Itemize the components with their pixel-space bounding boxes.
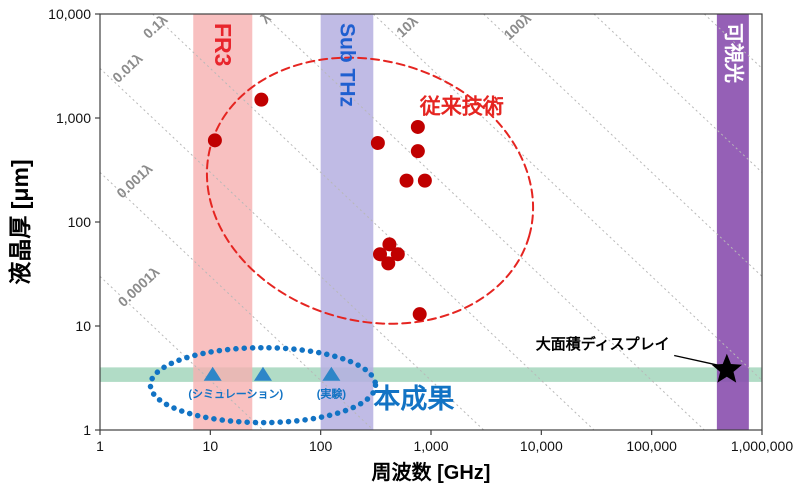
data-point-circle xyxy=(399,173,414,188)
band-Sub THz xyxy=(320,14,374,430)
data-point-circle xyxy=(382,237,397,252)
band-label-可視光: 可視光 xyxy=(722,23,746,83)
band-可視光 xyxy=(716,14,749,430)
y-tick-label: 10,000 xyxy=(48,6,91,22)
data-point-circle xyxy=(370,135,385,150)
data-point-circle xyxy=(410,119,425,134)
data-point-circle xyxy=(417,173,432,188)
guide-line-label: 0.1λ xyxy=(140,11,171,41)
x-tick-label: 1 xyxy=(96,438,104,454)
conventional-tech-ellipse xyxy=(205,56,535,325)
data-point-circle xyxy=(254,92,269,107)
data-point-circle xyxy=(373,247,388,262)
annotation: 従来技術 xyxy=(419,95,504,119)
annotation: (実験) xyxy=(317,387,347,401)
y-tick-label: 1,000 xyxy=(56,110,91,126)
guide-line xyxy=(262,13,705,431)
guide-line-label: 0.0001λ xyxy=(115,263,163,309)
guide-line xyxy=(703,13,763,69)
annotation: (シミュレーション) xyxy=(188,388,283,401)
x-axis-title: 周波数 [GHz] xyxy=(371,462,491,484)
y-tick-label: 100 xyxy=(68,214,92,230)
x-tick-label: 10 xyxy=(203,438,219,454)
annotation: 大面積ディスプレイ xyxy=(536,335,670,353)
x-tick-label: 100,000 xyxy=(626,438,677,454)
data-point-circle xyxy=(207,133,222,148)
band-label-Sub THz: Sub THz xyxy=(335,23,358,107)
y-axis-title: 液晶厚 [μm] xyxy=(7,159,33,285)
band-label-FR3: FR3 xyxy=(210,23,236,66)
guide-line xyxy=(152,13,595,431)
annotation: 本成果 xyxy=(373,384,454,414)
data-point-circle xyxy=(390,247,405,262)
guide-line-label: λ xyxy=(257,10,274,27)
x-tick-label: 1,000 xyxy=(413,438,448,454)
guide-line-label: 10λ xyxy=(393,12,421,40)
guide-line xyxy=(483,13,763,277)
this-work-ellipse xyxy=(147,344,379,426)
guide-line xyxy=(593,13,763,173)
guide-line-label: 100λ xyxy=(500,10,534,43)
y-tick-label: 1 xyxy=(83,422,91,438)
band-FR3 xyxy=(193,14,253,430)
data-point-circle xyxy=(410,144,425,159)
y-tick-label: 10 xyxy=(75,318,91,334)
data-point-triangle xyxy=(322,366,341,381)
x-tick-label: 1,000,000 xyxy=(731,438,793,454)
x-tick-label: 10,000 xyxy=(520,438,563,454)
x-tick-label: 100 xyxy=(309,438,333,454)
guide-line xyxy=(372,13,763,381)
data-point-circle xyxy=(381,256,396,271)
data-point-triangle xyxy=(203,366,222,381)
guide-line xyxy=(99,276,264,431)
guide-line-label: 0.001λ xyxy=(113,160,155,201)
data-point-circle xyxy=(412,307,427,322)
guide-line-label: 0.01λ xyxy=(109,50,146,86)
leader-line xyxy=(674,354,719,366)
data-point-triangle xyxy=(253,366,272,381)
data-point-star xyxy=(711,353,743,383)
